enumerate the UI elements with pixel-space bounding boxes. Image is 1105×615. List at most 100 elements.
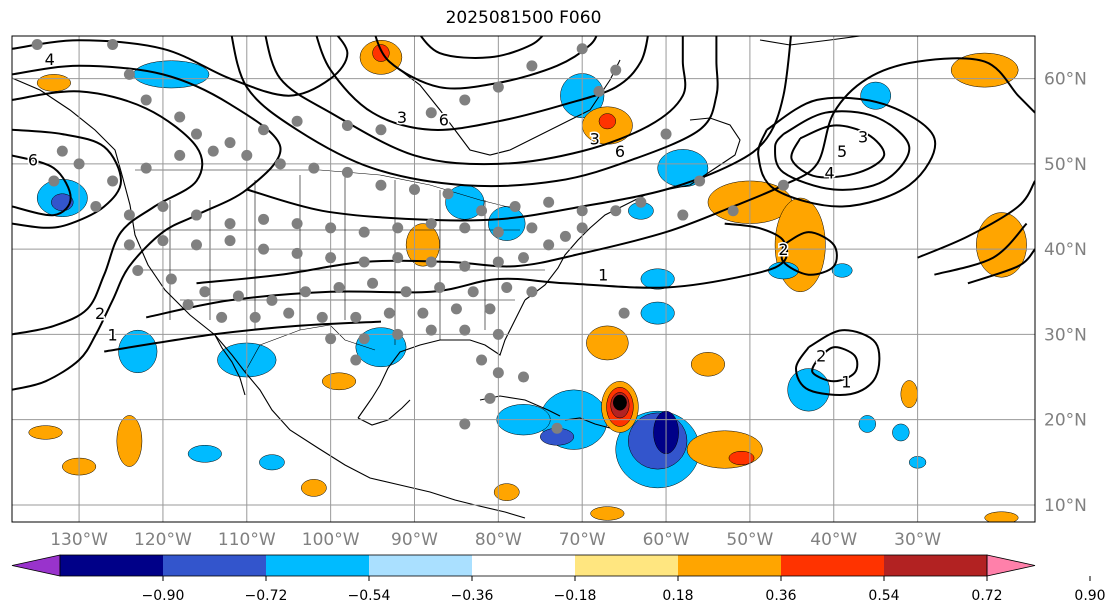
station-dot bbox=[476, 354, 488, 366]
station-dot bbox=[90, 201, 102, 213]
contour-line bbox=[917, 180, 1035, 259]
station-dot bbox=[283, 307, 295, 319]
station-dot bbox=[467, 286, 479, 298]
station-dot bbox=[224, 235, 236, 247]
station-dot bbox=[425, 256, 437, 268]
anomaly-patch bbox=[690, 352, 725, 377]
contour-label: 3 bbox=[590, 129, 600, 148]
station-dot bbox=[610, 64, 622, 76]
station-dot bbox=[660, 128, 672, 140]
station-dot bbox=[350, 311, 362, 323]
coastline-hispaniola bbox=[564, 417, 611, 429]
anomaly-patch bbox=[322, 372, 357, 391]
station-dot bbox=[367, 277, 379, 289]
station-dot bbox=[492, 226, 504, 238]
station-dot bbox=[190, 209, 202, 221]
anomaly-patch bbox=[831, 263, 853, 278]
station-dot bbox=[425, 218, 437, 230]
station-dot bbox=[610, 205, 622, 217]
station-dot bbox=[459, 260, 471, 272]
anomaly-patch bbox=[976, 212, 1027, 278]
anomaly-patch bbox=[118, 329, 158, 374]
colorbar: −0.90 −0.72 −0.54 −0.36 −0.18 0.18 0.36 0.54 0.7… bbox=[11, 554, 1105, 604]
station-dot bbox=[618, 307, 630, 319]
station-dot bbox=[459, 324, 471, 336]
station-dot bbox=[107, 175, 119, 187]
station-dot bbox=[224, 218, 236, 230]
contour-line bbox=[315, 36, 649, 132]
station-dot bbox=[232, 290, 244, 302]
anomaly-patch bbox=[640, 268, 675, 290]
station-dot bbox=[56, 145, 68, 157]
station-dot bbox=[291, 247, 303, 259]
station-dot bbox=[207, 145, 219, 157]
station-dot bbox=[727, 205, 739, 217]
station-dot bbox=[484, 303, 496, 315]
longitude-tick-label: 40°W bbox=[810, 530, 857, 550]
station-dot bbox=[459, 94, 471, 106]
longitude-tick-label: 80°W bbox=[475, 530, 522, 550]
station-dot bbox=[400, 286, 412, 298]
station-dot bbox=[165, 273, 177, 285]
latitude-tick-label: 10°N bbox=[1044, 496, 1087, 516]
station-dot bbox=[694, 175, 706, 187]
longitude-tick-label: 130°W bbox=[50, 530, 108, 550]
map-frame bbox=[11, 35, 1036, 523]
colorbar-tick-label: 0.54 bbox=[868, 588, 899, 604]
contour-line bbox=[419, 36, 544, 59]
station-dot bbox=[266, 294, 278, 306]
station-dot bbox=[140, 94, 152, 106]
station-dot bbox=[518, 252, 529, 264]
longitude-tick-label: 60°W bbox=[643, 530, 690, 550]
colorbar-segment bbox=[575, 555, 678, 576]
contour-line bbox=[794, 329, 881, 396]
station-dot bbox=[526, 60, 538, 72]
station-dot bbox=[325, 222, 337, 234]
colorbar-tick-label: 0.90 bbox=[1074, 588, 1105, 604]
station-dot bbox=[518, 371, 529, 383]
station-dot bbox=[123, 68, 135, 80]
anomaly-patch bbox=[493, 483, 520, 501]
contour-line bbox=[12, 128, 123, 229]
contour-label: 2 bbox=[95, 304, 105, 323]
station-dot bbox=[559, 230, 571, 242]
colorbar-max-extend bbox=[986, 554, 1036, 577]
station-dot bbox=[459, 418, 471, 430]
station-dot bbox=[492, 81, 504, 93]
station-dot bbox=[174, 149, 186, 161]
contour-label: 1 bbox=[108, 325, 118, 344]
graticule bbox=[12, 36, 1035, 522]
contour-label: 5 bbox=[837, 142, 847, 161]
station-dot bbox=[358, 226, 370, 238]
colorbar-segment bbox=[266, 555, 369, 576]
contour-label: 3 bbox=[858, 128, 868, 147]
station-dot bbox=[241, 149, 253, 161]
anomaly-patch bbox=[116, 415, 143, 467]
station-dot bbox=[459, 222, 471, 234]
station-dot bbox=[157, 201, 169, 213]
station-dot bbox=[358, 333, 370, 345]
station-dot bbox=[551, 422, 563, 434]
contour-label: 6 bbox=[439, 111, 449, 130]
station-dot bbox=[291, 218, 303, 230]
observation-stations bbox=[31, 39, 789, 434]
station-dot bbox=[258, 124, 270, 136]
contour-label: 2 bbox=[816, 347, 826, 366]
station-dot bbox=[157, 235, 169, 247]
contour-label: 2 bbox=[778, 240, 788, 259]
station-dot bbox=[316, 311, 328, 323]
station-dot bbox=[308, 162, 320, 174]
station-dot bbox=[383, 307, 395, 319]
colorbar-segment bbox=[781, 555, 884, 576]
anomaly-patch bbox=[640, 301, 675, 325]
coastline-greenland bbox=[759, 36, 861, 46]
coastline-north-america bbox=[12, 77, 526, 519]
station-dot bbox=[408, 183, 420, 195]
latitude-tick-labels: 60°N 50°N 40°N 30°N 20°N 10°N bbox=[1044, 70, 1087, 516]
station-dot bbox=[526, 286, 538, 298]
station-dot bbox=[501, 282, 513, 294]
station-dot bbox=[442, 188, 454, 200]
station-dot bbox=[434, 282, 446, 294]
